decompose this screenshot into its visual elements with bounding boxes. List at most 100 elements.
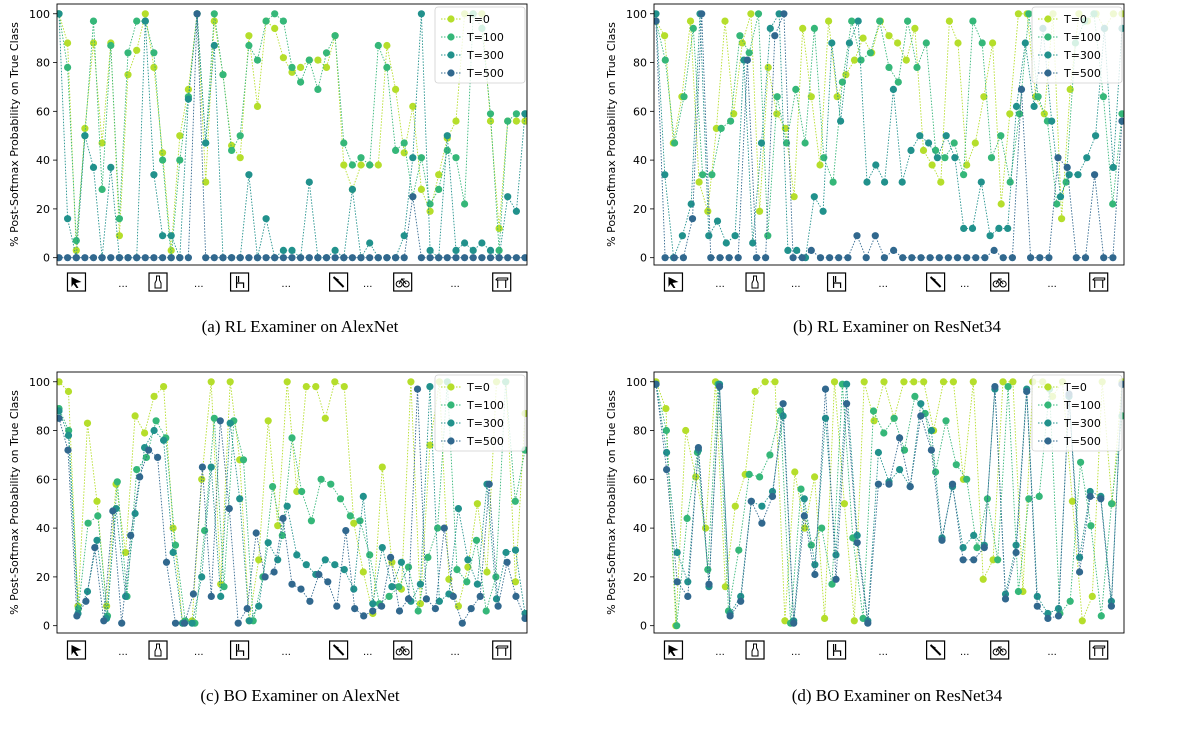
data-point — [473, 580, 481, 588]
y-tick-label: 100 — [626, 8, 647, 21]
data-point — [862, 254, 870, 262]
data-point — [184, 95, 192, 103]
data-point — [279, 514, 287, 522]
data-point — [880, 429, 888, 437]
data-point — [219, 71, 227, 79]
data-point — [407, 378, 415, 386]
data-point — [452, 246, 460, 254]
data-point — [1118, 117, 1124, 125]
data-point — [944, 254, 952, 262]
data-point — [725, 254, 733, 262]
data-point — [305, 254, 313, 262]
data-point — [478, 239, 486, 247]
data-point — [226, 419, 234, 427]
data-point — [417, 10, 425, 18]
data-point — [422, 595, 430, 603]
data-point — [236, 132, 244, 140]
data-point — [1056, 193, 1065, 201]
legend-label: T=0 — [1063, 381, 1087, 394]
data-point — [279, 54, 287, 62]
legend-label: T=500 — [466, 435, 504, 448]
data-point — [321, 556, 329, 564]
data-point — [864, 619, 872, 627]
data-point — [413, 385, 422, 393]
data-point — [356, 517, 364, 525]
airplane-icon — [66, 640, 87, 660]
data-point — [409, 154, 417, 162]
data-point — [933, 154, 941, 162]
data-point — [131, 412, 139, 420]
x-ellipsis: ... — [281, 279, 291, 290]
data-point — [435, 185, 443, 193]
data-point — [426, 207, 434, 215]
data-point — [1076, 553, 1084, 561]
data-point — [1054, 612, 1063, 620]
data-point — [378, 463, 386, 471]
data-point — [840, 500, 848, 508]
data-point — [262, 254, 270, 262]
data-point — [911, 392, 919, 400]
data-point — [771, 378, 779, 386]
y-tick-label: 20 — [633, 203, 647, 216]
data-point — [953, 254, 962, 262]
data-point — [109, 507, 117, 515]
data-point — [1068, 497, 1076, 505]
legend-label: T=100 — [466, 31, 504, 44]
data-point — [271, 254, 279, 262]
chair-icon — [826, 272, 847, 292]
data-point — [350, 519, 358, 527]
data-point — [453, 566, 461, 574]
data-point — [486, 246, 495, 254]
data-point — [707, 254, 715, 262]
data-point — [715, 383, 724, 391]
data-point — [773, 93, 781, 101]
data-point — [293, 551, 301, 559]
data-point — [969, 17, 977, 25]
data-point — [1004, 383, 1012, 391]
data-point — [476, 592, 484, 600]
data-point — [234, 619, 242, 627]
data-point — [150, 63, 158, 71]
data-point — [307, 517, 315, 525]
data-point — [969, 378, 977, 386]
data-point — [989, 39, 997, 47]
data-point — [253, 102, 262, 110]
data-point — [818, 524, 826, 532]
data-point — [454, 505, 462, 513]
legend-item: T=100 — [441, 31, 504, 44]
y-tick-label: 0 — [640, 620, 647, 633]
data-point — [136, 473, 144, 481]
data-point — [764, 232, 772, 240]
data-point — [98, 139, 106, 147]
data-point — [317, 475, 325, 483]
data-point — [207, 592, 215, 600]
data-point — [469, 254, 477, 262]
legend-item: T=300 — [1038, 417, 1101, 430]
data-point — [184, 85, 192, 93]
data-point — [245, 41, 253, 50]
data-point — [467, 605, 475, 613]
data-point — [201, 527, 209, 535]
data-point — [743, 56, 751, 64]
data-point — [1081, 254, 1090, 262]
data-point — [971, 139, 979, 147]
data-point — [1017, 85, 1026, 93]
data-point — [959, 556, 967, 564]
data-point — [297, 585, 305, 593]
data-point — [150, 49, 158, 57]
data-point — [64, 215, 72, 223]
data-point — [397, 558, 405, 566]
data-point — [124, 71, 132, 79]
data-point — [880, 254, 888, 262]
data-point — [874, 448, 882, 457]
data-point — [236, 154, 244, 162]
data-point — [816, 161, 824, 169]
data-point — [1036, 254, 1044, 262]
data-point — [298, 487, 306, 496]
data-point — [919, 146, 928, 154]
y-tick-label: 80 — [36, 425, 50, 438]
data-point — [452, 254, 460, 262]
data-point — [262, 215, 270, 223]
data-point — [673, 622, 681, 630]
data-point — [98, 254, 106, 262]
